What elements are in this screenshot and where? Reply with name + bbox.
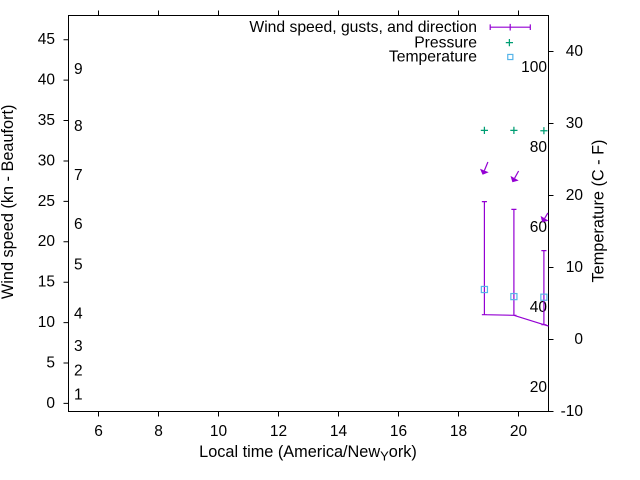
svg-text:14: 14 bbox=[330, 423, 348, 440]
svg-text:60: 60 bbox=[530, 219, 548, 236]
svg-text:3: 3 bbox=[74, 338, 83, 355]
svg-text:7: 7 bbox=[74, 167, 83, 184]
svg-text:8: 8 bbox=[154, 423, 163, 440]
svg-text:0: 0 bbox=[46, 395, 55, 412]
svg-text:Pressure: Pressure bbox=[414, 34, 477, 51]
svg-text:9: 9 bbox=[74, 61, 83, 78]
svg-text:20: 20 bbox=[530, 379, 548, 396]
svg-text:Wind speed, gusts, and directi: Wind speed, gusts, and direction bbox=[249, 19, 477, 36]
svg-text:30: 30 bbox=[566, 115, 584, 132]
svg-text:6: 6 bbox=[74, 216, 83, 233]
svg-text:2: 2 bbox=[74, 362, 83, 379]
svg-text:16: 16 bbox=[390, 423, 407, 440]
svg-text:45: 45 bbox=[38, 31, 55, 48]
svg-text:10: 10 bbox=[566, 259, 584, 276]
svg-text:35: 35 bbox=[38, 112, 55, 129]
svg-text:Local time (America/NewYork): Local time (America/NewYork) bbox=[199, 443, 417, 464]
svg-text:1: 1 bbox=[74, 387, 83, 404]
svg-text:5: 5 bbox=[74, 257, 83, 274]
svg-text:20: 20 bbox=[566, 187, 584, 204]
svg-text:15: 15 bbox=[38, 274, 55, 291]
svg-text:20: 20 bbox=[510, 423, 528, 440]
svg-text:4: 4 bbox=[74, 305, 83, 322]
svg-text:6: 6 bbox=[94, 423, 103, 440]
svg-text:10: 10 bbox=[210, 423, 228, 440]
svg-text:Temperature: Temperature bbox=[389, 49, 477, 66]
svg-text:40: 40 bbox=[566, 43, 584, 60]
svg-text:100: 100 bbox=[521, 59, 547, 76]
svg-text:10: 10 bbox=[38, 314, 56, 331]
svg-text:12: 12 bbox=[270, 423, 287, 440]
svg-text:40: 40 bbox=[38, 72, 56, 89]
svg-text:20: 20 bbox=[38, 233, 56, 250]
svg-text:0: 0 bbox=[574, 331, 583, 348]
svg-text:Temperature (C - F): Temperature (C - F) bbox=[590, 140, 608, 283]
svg-text:Wind speed (kn - Beaufort): Wind speed (kn - Beaufort) bbox=[0, 105, 17, 300]
svg-text:25: 25 bbox=[38, 193, 55, 210]
svg-text:18: 18 bbox=[450, 423, 467, 440]
svg-text:30: 30 bbox=[38, 152, 56, 169]
svg-text:-10: -10 bbox=[561, 403, 584, 420]
svg-text:40: 40 bbox=[530, 299, 548, 316]
svg-text:80: 80 bbox=[530, 139, 548, 156]
svg-text:5: 5 bbox=[46, 354, 55, 371]
svg-text:8: 8 bbox=[74, 118, 83, 135]
